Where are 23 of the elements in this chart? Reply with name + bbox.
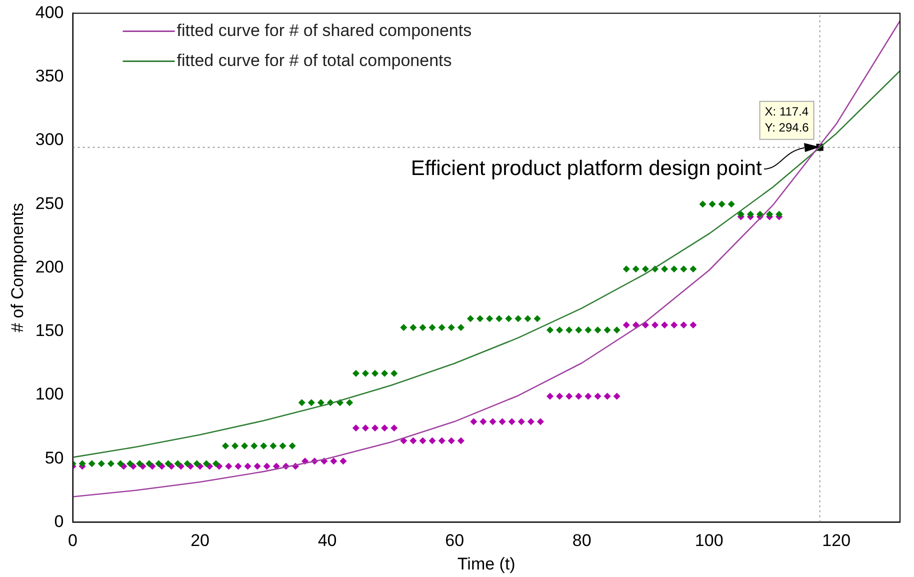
annotation: Efficient product platform design point <box>410 157 762 180</box>
legend-label: fitted curve for # of shared components <box>176 20 472 40</box>
y-tick-label: 350 <box>35 66 64 86</box>
x-tick-label: 0 <box>68 531 78 550</box>
y-tick-label: 200 <box>35 257 64 276</box>
y-axis-title: # of Components <box>8 202 27 332</box>
x-tick-label: 80 <box>572 531 592 550</box>
y-tick-label: 250 <box>35 194 64 213</box>
y-tick-label: 150 <box>35 321 64 340</box>
y-tick-label: 300 <box>35 130 64 150</box>
annotation: Y: 294.6 <box>764 120 810 135</box>
x-tick-label: 60 <box>445 531 464 550</box>
legend-label: fitted curve for # of total components <box>176 50 452 70</box>
annotation: X: 117.4 <box>764 104 809 119</box>
y-tick-label: 100 <box>35 384 64 404</box>
y-tick-label: 400 <box>35 2 64 22</box>
x-tick-label: 120 <box>822 531 851 550</box>
x-tick-label: 100 <box>694 531 724 550</box>
y-tick-label: 0 <box>54 512 64 531</box>
x-axis-title: Time (t) <box>457 554 516 574</box>
y-tick-label: 50 <box>44 448 64 468</box>
x-tick-label: 40 <box>318 531 337 550</box>
x-tick-label: 20 <box>190 531 210 550</box>
